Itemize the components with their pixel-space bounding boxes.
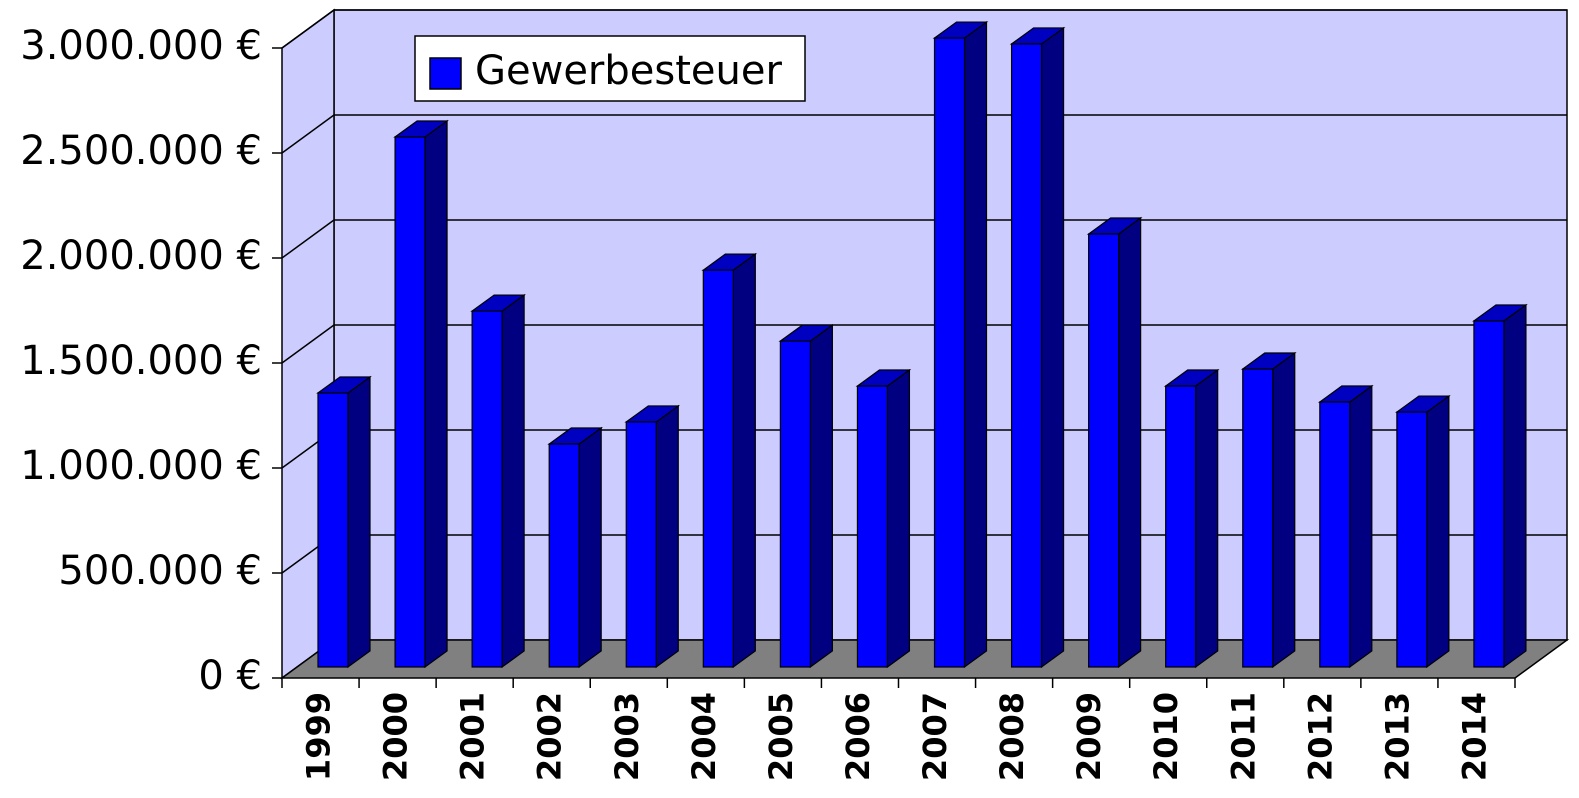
bar-side bbox=[655, 404, 679, 669]
bar-front bbox=[1396, 411, 1428, 668]
x-tick-label: 1999 bbox=[300, 692, 338, 781]
grid: 0 € 500.000 € 1.000.000 € 1.500.000 € 2.000.… bbox=[20, 9, 1567, 781]
bar-side bbox=[424, 119, 448, 669]
x-tick-label: 2011 bbox=[1224, 692, 1262, 781]
x-tick-label: 2012 bbox=[1301, 692, 1339, 781]
bar-front bbox=[1088, 233, 1120, 668]
grid-line bbox=[281, 324, 335, 364]
bar bbox=[470, 293, 526, 669]
bar bbox=[1086, 216, 1143, 669]
bar bbox=[1472, 303, 1528, 669]
bar bbox=[1009, 26, 1066, 669]
legend-box bbox=[414, 35, 806, 102]
bar bbox=[778, 323, 835, 669]
bar-front bbox=[702, 269, 734, 668]
bar-side bbox=[886, 368, 911, 669]
bar-front bbox=[1242, 368, 1274, 668]
bar-side bbox=[1426, 394, 1450, 669]
bar-front bbox=[548, 443, 580, 668]
bar-side bbox=[809, 323, 833, 669]
x-tick-label: 2007 bbox=[916, 692, 954, 781]
bar-front bbox=[779, 340, 811, 668]
bar-side bbox=[1349, 384, 1373, 669]
y-tick-label: 2.000.000 € bbox=[20, 233, 262, 279]
bar-front bbox=[856, 385, 889, 668]
legend-label: Gewerbesteuer bbox=[475, 48, 782, 94]
legend: Gewerbesteuer bbox=[414, 35, 806, 102]
bar bbox=[316, 375, 372, 669]
grid-line bbox=[281, 219, 335, 259]
grid-line bbox=[281, 9, 335, 49]
bar-side bbox=[1040, 26, 1065, 669]
bar bbox=[393, 119, 449, 669]
bar-side bbox=[347, 375, 371, 669]
bar-side bbox=[578, 426, 602, 669]
x-tick-label: 2013 bbox=[1378, 692, 1416, 781]
bar bbox=[701, 252, 758, 669]
y-tick-label: 500.000 € bbox=[58, 548, 262, 594]
x-tick-label: 2003 bbox=[608, 692, 646, 781]
bar-front bbox=[625, 421, 657, 668]
bar-front bbox=[1319, 401, 1351, 668]
x-tick-label: 2008 bbox=[993, 692, 1031, 781]
x-tick-label: 2014 bbox=[1455, 692, 1493, 781]
bar bbox=[1317, 384, 1374, 669]
x-tick-label: 2000 bbox=[377, 692, 415, 781]
bar bbox=[855, 368, 912, 669]
y-tick-label: 3.000.000 € bbox=[20, 23, 262, 69]
bar-front bbox=[1473, 320, 1505, 668]
bar bbox=[932, 20, 989, 669]
bar-side bbox=[501, 293, 525, 669]
y-tick-label: 1.000.000 € bbox=[20, 443, 262, 489]
x-tick-label: 2002 bbox=[531, 692, 569, 781]
grid-line bbox=[281, 114, 335, 154]
y-tick-label: 1.500.000 € bbox=[20, 338, 262, 384]
y-tick-label: 0 € bbox=[198, 653, 262, 699]
bar-front bbox=[317, 392, 349, 668]
bar-front bbox=[394, 136, 426, 668]
bar bbox=[1163, 368, 1220, 669]
bar bbox=[1240, 351, 1297, 669]
bar bbox=[624, 404, 681, 669]
bar-front bbox=[471, 310, 503, 668]
x-tick-label: 2005 bbox=[762, 692, 800, 781]
x-tick-label: 2010 bbox=[1147, 692, 1185, 781]
bar bbox=[1395, 394, 1451, 669]
bars bbox=[316, 20, 1528, 669]
x-tick-label: 2006 bbox=[839, 692, 877, 781]
bar-front bbox=[1165, 385, 1197, 668]
x-tick-label: 2001 bbox=[454, 692, 492, 781]
bar-side bbox=[963, 20, 988, 669]
bar bbox=[547, 426, 604, 669]
bar-side bbox=[1272, 351, 1296, 669]
bar-front bbox=[1010, 43, 1043, 668]
bar-side bbox=[1118, 216, 1142, 669]
x-tick-label: 2004 bbox=[685, 692, 723, 781]
bar-side bbox=[1503, 303, 1527, 669]
x-tick-label: 2009 bbox=[1070, 692, 1108, 781]
bar-side bbox=[1195, 368, 1219, 669]
y-tick-label: 2.500.000 € bbox=[20, 128, 262, 174]
legend-swatch bbox=[429, 57, 462, 90]
bar-side bbox=[732, 252, 756, 669]
bar-front bbox=[933, 37, 966, 668]
